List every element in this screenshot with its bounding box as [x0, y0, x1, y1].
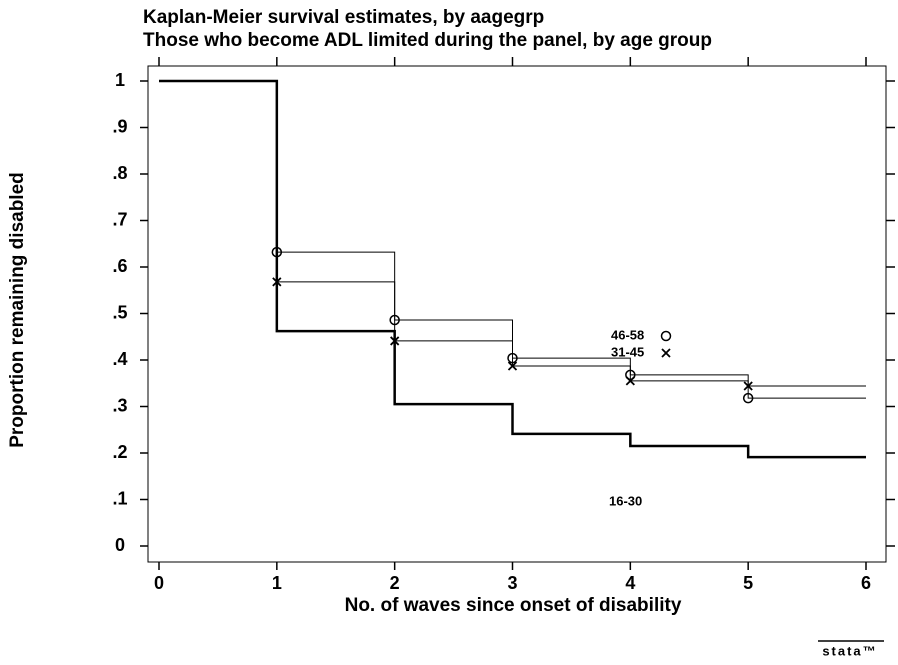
y-axis-label: Proportion remaining disabled: [7, 172, 28, 448]
series-label: 16-30: [609, 493, 642, 508]
plot-frame: [147, 65, 887, 563]
y-tick-label: .3: [112, 395, 127, 415]
y-tick-label: .9: [112, 116, 127, 136]
series-label: 31-45: [611, 344, 644, 359]
x-axis-label: No. of waves since onset of disability: [345, 595, 682, 616]
y-tick-label: .4: [112, 349, 127, 369]
series-label: 46-58: [611, 327, 644, 342]
y-tick-label: .6: [112, 256, 127, 276]
y-tick-label: 1: [115, 70, 125, 90]
survival-line: [159, 79, 866, 459]
x-tick-label: 6: [861, 573, 871, 593]
legend-symbol: [661, 348, 671, 358]
marker-x: [625, 376, 635, 386]
marker-x: [743, 381, 753, 391]
x-tick-label: 2: [390, 573, 400, 593]
y-tick-label: .8: [112, 163, 127, 183]
legend-symbol: [660, 330, 672, 342]
y-tick-label: .5: [112, 302, 127, 322]
chart-subtitle: Those who become ADL limited during the …: [143, 30, 712, 51]
x-tick-label: 4: [625, 573, 635, 593]
y-tick-label: .2: [112, 442, 127, 462]
x-tick-label: 1: [272, 573, 282, 593]
x-tick-label: 3: [507, 573, 517, 593]
chart-title: Kaplan-Meier survival estimates, by aage…: [143, 7, 544, 28]
marker-circle: [742, 392, 754, 404]
y-tick-label: 0: [115, 535, 125, 555]
logo: stata™: [822, 643, 877, 658]
y-tick-label: .7: [112, 209, 127, 229]
marker-x: [507, 361, 518, 371]
y-tick-label: .1: [112, 488, 127, 508]
x-tick-label: 5: [743, 573, 753, 593]
x-tick-label: 0: [154, 573, 164, 593]
